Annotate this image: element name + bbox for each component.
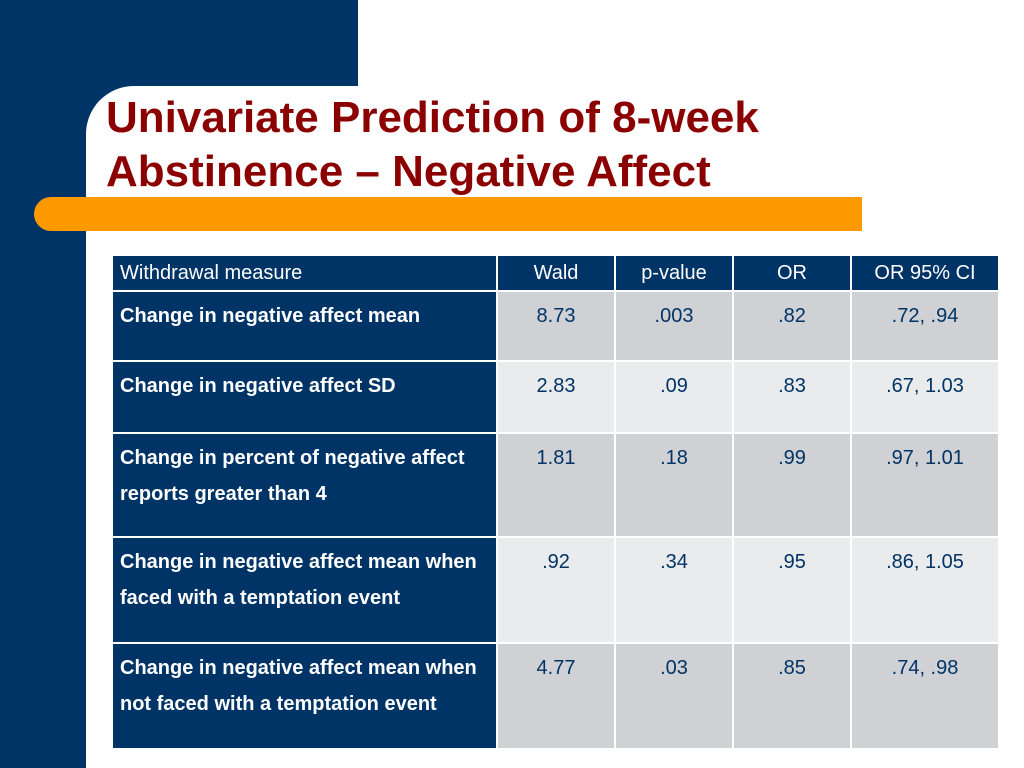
slide-title-line-2: Abstinence – Negative Affect bbox=[106, 147, 711, 196]
table-row: Change in negative affect SD 2.83 .09 .8… bbox=[111, 360, 1000, 434]
ci-cell: .74, .98 bbox=[850, 642, 1000, 750]
measure-cell: Change in percent of negative affect rep… bbox=[111, 432, 498, 538]
p-value-cell: .003 bbox=[614, 290, 734, 362]
table-row: Change in percent of negative affect rep… bbox=[111, 432, 1000, 538]
header-wald: Wald bbox=[496, 254, 616, 292]
slide-title-line-1: Univariate Prediction of 8-week bbox=[106, 93, 759, 142]
or-cell: .99 bbox=[732, 432, 852, 538]
wald-cell: 2.83 bbox=[496, 360, 616, 434]
wald-cell: 8.73 bbox=[496, 290, 616, 362]
header-p-value: p-value bbox=[614, 254, 734, 292]
ci-cell: .86, 1.05 bbox=[850, 536, 1000, 644]
table-row: Change in negative affect mean when face… bbox=[111, 536, 1000, 644]
p-value-cell: .18 bbox=[614, 432, 734, 538]
measure-cell: Change in negative affect SD bbox=[111, 360, 498, 434]
orange-accent-bar bbox=[34, 197, 862, 231]
p-value-cell: .34 bbox=[614, 536, 734, 644]
measure-cell: Change in negative affect mean when not … bbox=[111, 642, 498, 750]
wald-cell: 4.77 bbox=[496, 642, 616, 750]
p-value-cell: .03 bbox=[614, 642, 734, 750]
or-cell: .85 bbox=[732, 642, 852, 750]
table-header-row: Withdrawal measure Wald p-value OR OR 95… bbox=[111, 254, 1000, 292]
header-or-95-ci: OR 95% CI bbox=[850, 254, 1000, 292]
ci-cell: .72, .94 bbox=[850, 290, 1000, 362]
wald-cell: .92 bbox=[496, 536, 616, 644]
table-row: Change in negative affect mean when not … bbox=[111, 642, 1000, 750]
table-row: Change in negative affect mean 8.73 .003… bbox=[111, 290, 1000, 362]
measure-cell: Change in negative affect mean bbox=[111, 290, 498, 362]
p-value-cell: .09 bbox=[614, 360, 734, 434]
or-cell: .82 bbox=[732, 290, 852, 362]
ci-cell: .97, 1.01 bbox=[850, 432, 1000, 538]
wald-cell: 1.81 bbox=[496, 432, 616, 538]
results-table: Withdrawal measure Wald p-value OR OR 95… bbox=[111, 254, 1000, 750]
or-cell: .83 bbox=[732, 360, 852, 434]
ci-cell: .67, 1.03 bbox=[850, 360, 1000, 434]
slide-title: Univariate Prediction of 8-week Abstinen… bbox=[106, 91, 886, 199]
header-withdrawal-measure: Withdrawal measure bbox=[111, 254, 498, 292]
or-cell: .95 bbox=[732, 536, 852, 644]
header-or: OR bbox=[732, 254, 852, 292]
measure-cell: Change in negative affect mean when face… bbox=[111, 536, 498, 644]
